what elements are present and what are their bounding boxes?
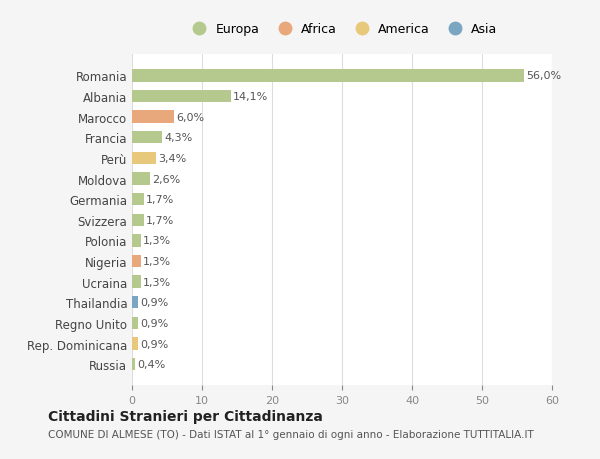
Text: 1,3%: 1,3% bbox=[143, 236, 172, 246]
Text: 1,3%: 1,3% bbox=[143, 277, 172, 287]
Text: 14,1%: 14,1% bbox=[233, 92, 268, 102]
Text: 1,3%: 1,3% bbox=[143, 257, 172, 267]
Bar bbox=[132, 338, 139, 350]
Text: 0,9%: 0,9% bbox=[140, 297, 169, 308]
Text: 0,9%: 0,9% bbox=[140, 339, 169, 349]
Legend: Europa, Africa, America, Asia: Europa, Africa, America, Asia bbox=[182, 18, 502, 41]
Bar bbox=[132, 276, 141, 288]
Text: 0,9%: 0,9% bbox=[140, 318, 169, 328]
Text: 56,0%: 56,0% bbox=[526, 71, 561, 81]
Bar bbox=[132, 255, 141, 268]
Bar bbox=[132, 173, 150, 185]
Bar bbox=[132, 70, 524, 83]
Bar bbox=[132, 132, 162, 144]
Bar bbox=[132, 152, 156, 165]
Text: 6,0%: 6,0% bbox=[176, 112, 204, 123]
Bar bbox=[132, 91, 230, 103]
Text: COMUNE DI ALMESE (TO) - Dati ISTAT al 1° gennaio di ogni anno - Elaborazione TUT: COMUNE DI ALMESE (TO) - Dati ISTAT al 1°… bbox=[48, 429, 534, 439]
Text: 3,4%: 3,4% bbox=[158, 154, 186, 163]
Text: 2,6%: 2,6% bbox=[152, 174, 181, 184]
Text: 4,3%: 4,3% bbox=[164, 133, 193, 143]
Bar bbox=[132, 235, 141, 247]
Bar bbox=[132, 214, 144, 226]
Text: 0,4%: 0,4% bbox=[137, 359, 165, 369]
Text: Cittadini Stranieri per Cittadinanza: Cittadini Stranieri per Cittadinanza bbox=[48, 409, 323, 423]
Bar bbox=[132, 111, 174, 123]
Text: 1,7%: 1,7% bbox=[146, 195, 174, 205]
Text: 1,7%: 1,7% bbox=[146, 215, 174, 225]
Bar bbox=[132, 194, 144, 206]
Bar bbox=[132, 297, 139, 309]
Bar bbox=[132, 358, 135, 370]
Bar bbox=[132, 317, 139, 330]
